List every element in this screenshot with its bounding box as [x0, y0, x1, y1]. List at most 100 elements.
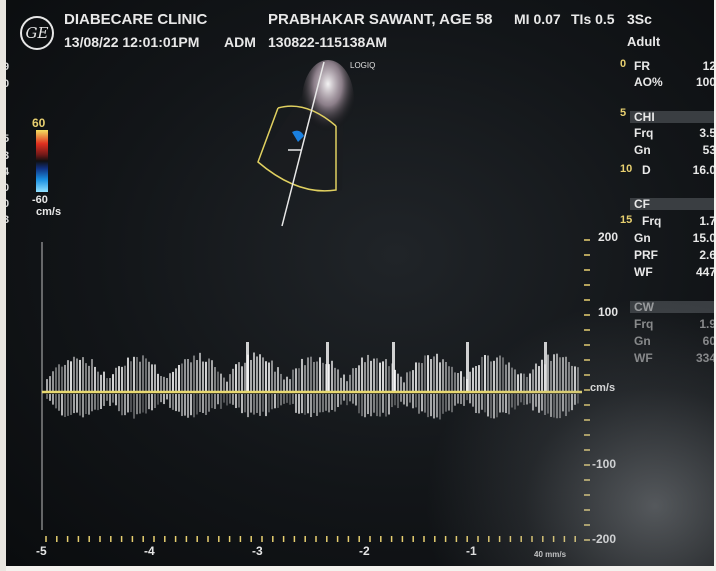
- ultrasound-screen: GE DIABECARE CLINIC 13/08/22 12:01:01PM …: [6, 0, 714, 566]
- spectrum-mark-reverse: [229, 394, 231, 404]
- time-label: -5: [36, 544, 47, 558]
- spectrum-mark-reverse: [439, 394, 441, 420]
- spectrum-mark-reverse: [301, 394, 303, 414]
- clipped-number: 0: [6, 182, 9, 194]
- spectrum-mark-reverse: [64, 394, 66, 418]
- spectrum-mark-reverse: [349, 394, 351, 402]
- spectrum-mark-forward: [163, 376, 165, 392]
- color-velocity-bar: [36, 130, 48, 192]
- spectrum-mark-reverse: [553, 394, 555, 418]
- time-scale: [45, 536, 576, 542]
- spectrum-mark-reverse: [400, 394, 402, 402]
- spectrum-mark-reverse: [49, 394, 51, 401]
- spectrum-mark-forward: [553, 354, 555, 392]
- spectrum-mark-reverse: [535, 394, 537, 407]
- spectrum-mark-reverse: [118, 394, 120, 412]
- spectrum-mark-forward: [214, 367, 216, 392]
- spectrum-mark-reverse: [196, 394, 198, 415]
- spectrum-mark-reverse: [187, 394, 189, 418]
- spectrum-mark-reverse: [565, 394, 567, 417]
- spectrum-mark-reverse: [523, 394, 525, 405]
- spectrum-mark-reverse: [325, 394, 327, 411]
- spectrum-mark-reverse: [547, 394, 549, 414]
- spectrum-peak: [544, 342, 547, 392]
- spectrum-mark-forward: [124, 365, 126, 392]
- spectrum-mark-reverse: [556, 394, 558, 419]
- spectrum-mark-reverse: [307, 394, 309, 414]
- spectrum-mark-reverse: [160, 394, 162, 403]
- spectrum-mark-reverse: [217, 394, 219, 405]
- spectrum-mark-forward: [121, 366, 123, 392]
- spectrum-mark-reverse: [172, 394, 174, 410]
- sweep-speed: 40 mm/s: [534, 550, 567, 559]
- spectrum-mark-forward: [223, 377, 225, 392]
- param-row: PRF 2.6: [634, 248, 714, 262]
- spectrum-mark-forward: [79, 359, 81, 392]
- spectrum-mark-reverse: [358, 394, 360, 414]
- spectrum-mark-forward: [253, 352, 255, 392]
- spectrum-mark-reverse: [427, 394, 429, 418]
- spectrum-mark-forward: [556, 353, 558, 392]
- spectrum-mark-forward: [535, 363, 537, 392]
- spectrum-mark-reverse: [424, 394, 426, 413]
- spectrum-mark-reverse: [205, 394, 207, 415]
- spectrum-mark-reverse: [361, 394, 363, 417]
- velocity-unit: cm/s: [590, 382, 616, 394]
- spectrum-mark-forward: [346, 381, 348, 392]
- spectrum-mark-forward: [262, 357, 264, 392]
- spectrum-mark-forward: [430, 359, 432, 392]
- spectrum-mark-forward: [274, 371, 276, 392]
- spectrum-mark-forward: [193, 355, 195, 392]
- spectrum-mark-forward: [184, 359, 186, 392]
- spectrum-mark-forward: [334, 367, 336, 392]
- spectrum-mark-reverse: [283, 394, 285, 404]
- clipped-number: 4: [6, 166, 10, 178]
- operator-mode: ADM: [224, 34, 256, 50]
- spectrum-mark-reverse: [175, 394, 177, 412]
- spectrum-mark-forward: [526, 376, 528, 392]
- spectrum-mark-forward: [412, 370, 414, 392]
- spectrum-mark-reverse: [169, 394, 171, 408]
- spectrum-mark-reverse: [139, 394, 141, 414]
- spectrum-mark-reverse: [415, 394, 417, 408]
- spectrum-mark-forward: [505, 364, 507, 392]
- spectrum-mark-reverse: [85, 394, 87, 415]
- spectrum-mark-reverse: [529, 394, 531, 404]
- spectrum-mark-reverse: [310, 394, 312, 418]
- spectrum-mark-forward: [109, 378, 111, 392]
- spectrum-mark-forward: [307, 357, 309, 392]
- spectrum-mark-reverse: [100, 394, 102, 409]
- spectrum-mark-reverse: [499, 394, 501, 413]
- spectrum-mark-reverse: [526, 394, 528, 405]
- spectrum-peak: [466, 342, 469, 392]
- spectrum-mark-forward: [493, 360, 495, 392]
- spectrum-mark-reverse: [130, 394, 132, 413]
- spectrum-mark-reverse: [124, 394, 126, 416]
- color-box: [257, 107, 337, 192]
- spectrum-mark-reverse: [394, 394, 396, 406]
- spectrum-mark-forward: [319, 357, 321, 392]
- spectrum-mark-forward: [82, 357, 84, 392]
- param-row: Gn 15.0: [634, 231, 714, 245]
- spectrum-mark-forward: [499, 355, 501, 392]
- spectrum-mark-forward: [196, 360, 198, 392]
- spectrum-mark-forward: [514, 369, 516, 392]
- spectrum-mark-reverse: [115, 394, 117, 406]
- spectrum-mark-forward: [295, 368, 297, 392]
- spectrum-mark-forward: [469, 371, 471, 392]
- spectrum-mark-forward: [397, 373, 399, 392]
- spectrum-mark-reverse: [166, 394, 168, 400]
- spectrum-mark-reverse: [199, 394, 201, 413]
- spectrum-mark-reverse: [289, 394, 291, 405]
- spectrum-mark-forward: [241, 366, 243, 392]
- spectrum-mark-reverse: [391, 394, 393, 408]
- spectrum-mark-reverse: [55, 394, 57, 409]
- param-row: CF: [634, 197, 650, 211]
- spectrum-mark-forward: [298, 368, 300, 392]
- spectrum-mark-reverse: [454, 394, 456, 406]
- spectrum-mark-forward: [52, 371, 54, 392]
- spectrum-mark-reverse: [409, 394, 411, 403]
- clipped-number: 9: [6, 61, 9, 73]
- spectrum-mark-reverse: [214, 394, 216, 409]
- spectrum-mark-reverse: [313, 394, 315, 413]
